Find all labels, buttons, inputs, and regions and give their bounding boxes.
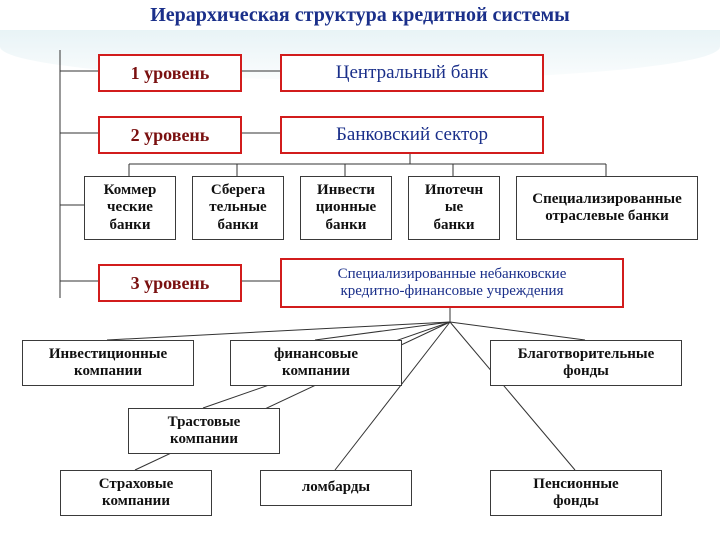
edge <box>107 322 450 340</box>
edge <box>450 322 585 340</box>
edge <box>315 322 450 340</box>
node-c2: финансовыекомпании <box>230 340 402 386</box>
node-b4: Ипотечныебанки <box>408 176 500 240</box>
node-spec: Специализированные небанковскиекредитно-… <box>280 258 624 308</box>
node-lvl2: 2 уровень <box>98 116 242 154</box>
node-cbank: Центральный банк <box>280 54 544 92</box>
node-lvl1: 1 уровень <box>98 54 242 92</box>
node-sector: Банковский сектор <box>280 116 544 154</box>
node-c7: Пенсионныефонды <box>490 470 662 516</box>
node-b3: Инвестиционныебанки <box>300 176 392 240</box>
node-c5: Страховыекомпании <box>60 470 212 516</box>
diagram-canvas: Иерархическая структура кредитной систем… <box>0 0 720 540</box>
node-c3: Благотворительныефонды <box>490 340 682 386</box>
node-lvl3: 3 уровень <box>98 264 242 302</box>
node-c1: Инвестиционныекомпании <box>22 340 194 386</box>
node-b5: Специализированныеотраслевые банки <box>516 176 698 240</box>
node-b2: Сберегательныебанки <box>192 176 284 240</box>
node-c6: ломбарды <box>260 470 412 506</box>
diagram-title: Иерархическая структура кредитной систем… <box>0 4 720 27</box>
node-b1: Коммерческиебанки <box>84 176 176 240</box>
node-c4: Трастовыекомпании <box>128 408 280 454</box>
